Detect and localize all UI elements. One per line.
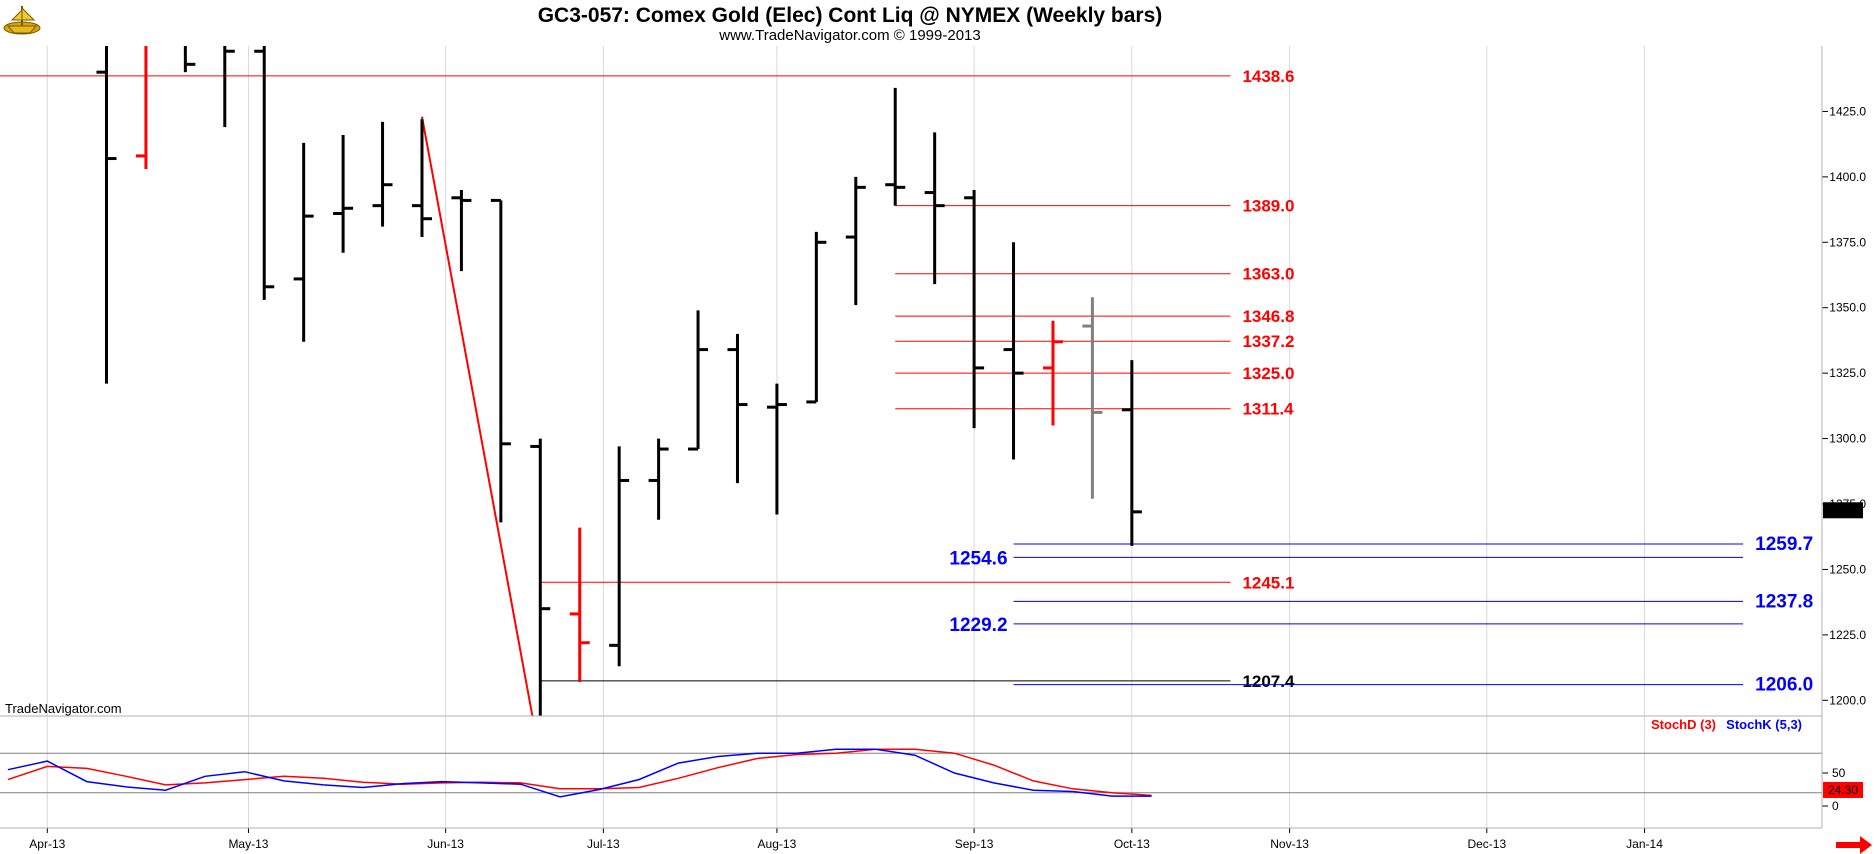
red-level-label: 1337.2 <box>1242 332 1294 351</box>
ohlc-bar <box>333 134 354 253</box>
blue-level-label: 1254.6 <box>949 548 1007 569</box>
ohlc-bar <box>530 438 551 716</box>
ohlc-bar <box>569 527 590 682</box>
stoch-y-tick-label: 0 <box>1832 799 1839 813</box>
trend-line <box>420 116 534 717</box>
y-tick-label: 1400.0 <box>1829 170 1866 184</box>
x-tick-label: May-13 <box>228 837 268 851</box>
y-tick-label: 1325.0 <box>1829 366 1866 380</box>
x-tick-label: Jun-13 <box>427 837 464 851</box>
y-tick-label: 1350.0 <box>1829 301 1866 315</box>
ohlc-bar <box>688 310 709 451</box>
stoch-last-tag <box>1823 781 1863 798</box>
trendline-layer <box>420 116 534 717</box>
y-tick-label: 1200.0 <box>1829 693 1866 707</box>
stoch-y-tick-label: 50 <box>1832 766 1846 780</box>
blue-level-label: 1206.0 <box>1755 675 1813 696</box>
stoch-pane: 50 0 24.30 StochD (3) StochK (5,3) <box>0 716 1863 828</box>
x-axis: Apr-13 May-13 Jun-13 Jul-13 Aug-13 Sep-13 Oct-… <box>0 827 1822 851</box>
ohlc-bar <box>1003 242 1024 460</box>
price-pane: 1438.6 1389.0 1363.0 1346.8 1337.2 1325.0 1311… <box>0 46 1866 717</box>
ohlc-bar <box>372 121 393 227</box>
ohlc-bar <box>1082 297 1103 499</box>
y-tick-label: 1425.0 <box>1829 104 1866 118</box>
price-axis: 1425.01400.01375.01350.01325.01300.01275… <box>1822 104 1866 707</box>
price-grid <box>46 46 1646 716</box>
page-title: GC3-057: Comex Gold (Elec) Cont Liq @ NY… <box>538 4 1163 27</box>
blue-level-label: 1229.2 <box>949 615 1007 636</box>
ohlc-bar <box>183 46 196 73</box>
x-tick-label: Nov-13 <box>1270 837 1309 851</box>
ohlc-bar <box>766 383 787 515</box>
x-tick-label: Aug-13 <box>758 837 797 851</box>
red-level-label: 1438.6 <box>1242 67 1294 86</box>
scroll-right-arrow-icon[interactable] <box>1836 836 1872 854</box>
x-tick-label: Apr-13 <box>29 837 65 851</box>
ohlc-bar <box>648 438 669 520</box>
ohlc-bar <box>609 446 630 667</box>
ohlc-bar <box>135 46 148 170</box>
stoch-grid <box>0 716 1822 828</box>
ohlc-bar <box>96 46 117 384</box>
stoch-d-legend: StochD (3) <box>1651 717 1716 732</box>
ohlc-bar <box>727 333 748 484</box>
page-subtitle: www.TradeNavigator.com © 1999-2013 <box>718 27 980 44</box>
stoch-axis: 50 0 24.30 <box>1822 766 1863 813</box>
red-level-label: 1389.0 <box>1242 197 1294 216</box>
ohlc-bar <box>845 176 866 306</box>
blue-level-label: 1237.8 <box>1755 591 1813 612</box>
x-tick-label: Sep-13 <box>955 837 994 851</box>
black-level-label: 1207.4 <box>1242 672 1295 691</box>
x-tick-label: Dec-13 <box>1467 837 1506 851</box>
x-tick-label: Oct-13 <box>1114 837 1150 851</box>
ohlc-bar <box>964 189 985 429</box>
red-level-label: 1363.0 <box>1242 265 1294 284</box>
red-level-label: 1325.0 <box>1242 364 1294 383</box>
y-tick-label: 1300.0 <box>1829 432 1866 446</box>
last-price-label: 1272.6 <box>1825 503 1862 517</box>
ohlc-bar <box>1121 360 1142 546</box>
stoch-k-line <box>7 748 1152 798</box>
blue-level-label: 1259.7 <box>1755 534 1813 555</box>
levels-layer: 1438.6 1389.0 1363.0 1346.8 1337.2 1325.0 1311… <box>0 67 1813 696</box>
x-tick-label: Jul-13 <box>587 837 620 851</box>
stoch-d-line <box>7 748 1152 797</box>
ohlc-bar <box>293 142 314 342</box>
stoch-last-label: 24.30 <box>1828 783 1858 797</box>
ohlc-bar <box>1042 320 1063 426</box>
x-tick-label: Jan-14 <box>1626 837 1663 851</box>
watermark: TradeNavigator.com <box>5 701 122 716</box>
red-level-label: 1346.8 <box>1242 307 1294 326</box>
ohlc-bar <box>924 132 945 285</box>
y-tick-label: 1375.0 <box>1829 235 1866 249</box>
red-level-label: 1311.4 <box>1242 400 1294 419</box>
bars-layer <box>96 46 1142 716</box>
stoch-lines <box>7 748 1152 798</box>
red-level-label: 1245.1 <box>1242 573 1294 592</box>
ship-logo-icon <box>3 6 41 35</box>
ohlc-bar <box>451 189 472 272</box>
ohlc-bar <box>223 46 235 128</box>
ohlc-bar <box>885 87 906 206</box>
ohlc-bar <box>806 231 827 404</box>
y-tick-label: 1225.0 <box>1829 628 1866 642</box>
y-tick-label: 1250.0 <box>1829 562 1866 576</box>
last-price-tag <box>1823 502 1863 519</box>
stoch-k-legend: StochK (5,3) <box>1726 717 1802 732</box>
ohlc-bar <box>411 119 432 238</box>
ohlc-bar <box>254 46 275 300</box>
ohlc-bar <box>490 198 511 523</box>
